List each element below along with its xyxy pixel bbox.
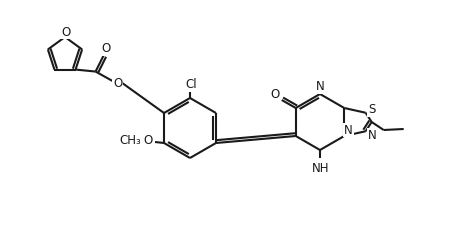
Text: NH: NH	[312, 162, 330, 174]
Text: N: N	[316, 80, 324, 94]
Text: O: O	[143, 134, 153, 148]
Text: N: N	[368, 129, 377, 142]
Text: O: O	[113, 77, 122, 90]
Text: O: O	[270, 89, 279, 102]
Text: CH₃: CH₃	[119, 134, 141, 148]
Text: N: N	[344, 124, 352, 137]
Text: O: O	[101, 42, 110, 55]
Text: S: S	[368, 103, 376, 116]
Text: O: O	[62, 25, 70, 38]
Text: Cl: Cl	[185, 78, 197, 91]
